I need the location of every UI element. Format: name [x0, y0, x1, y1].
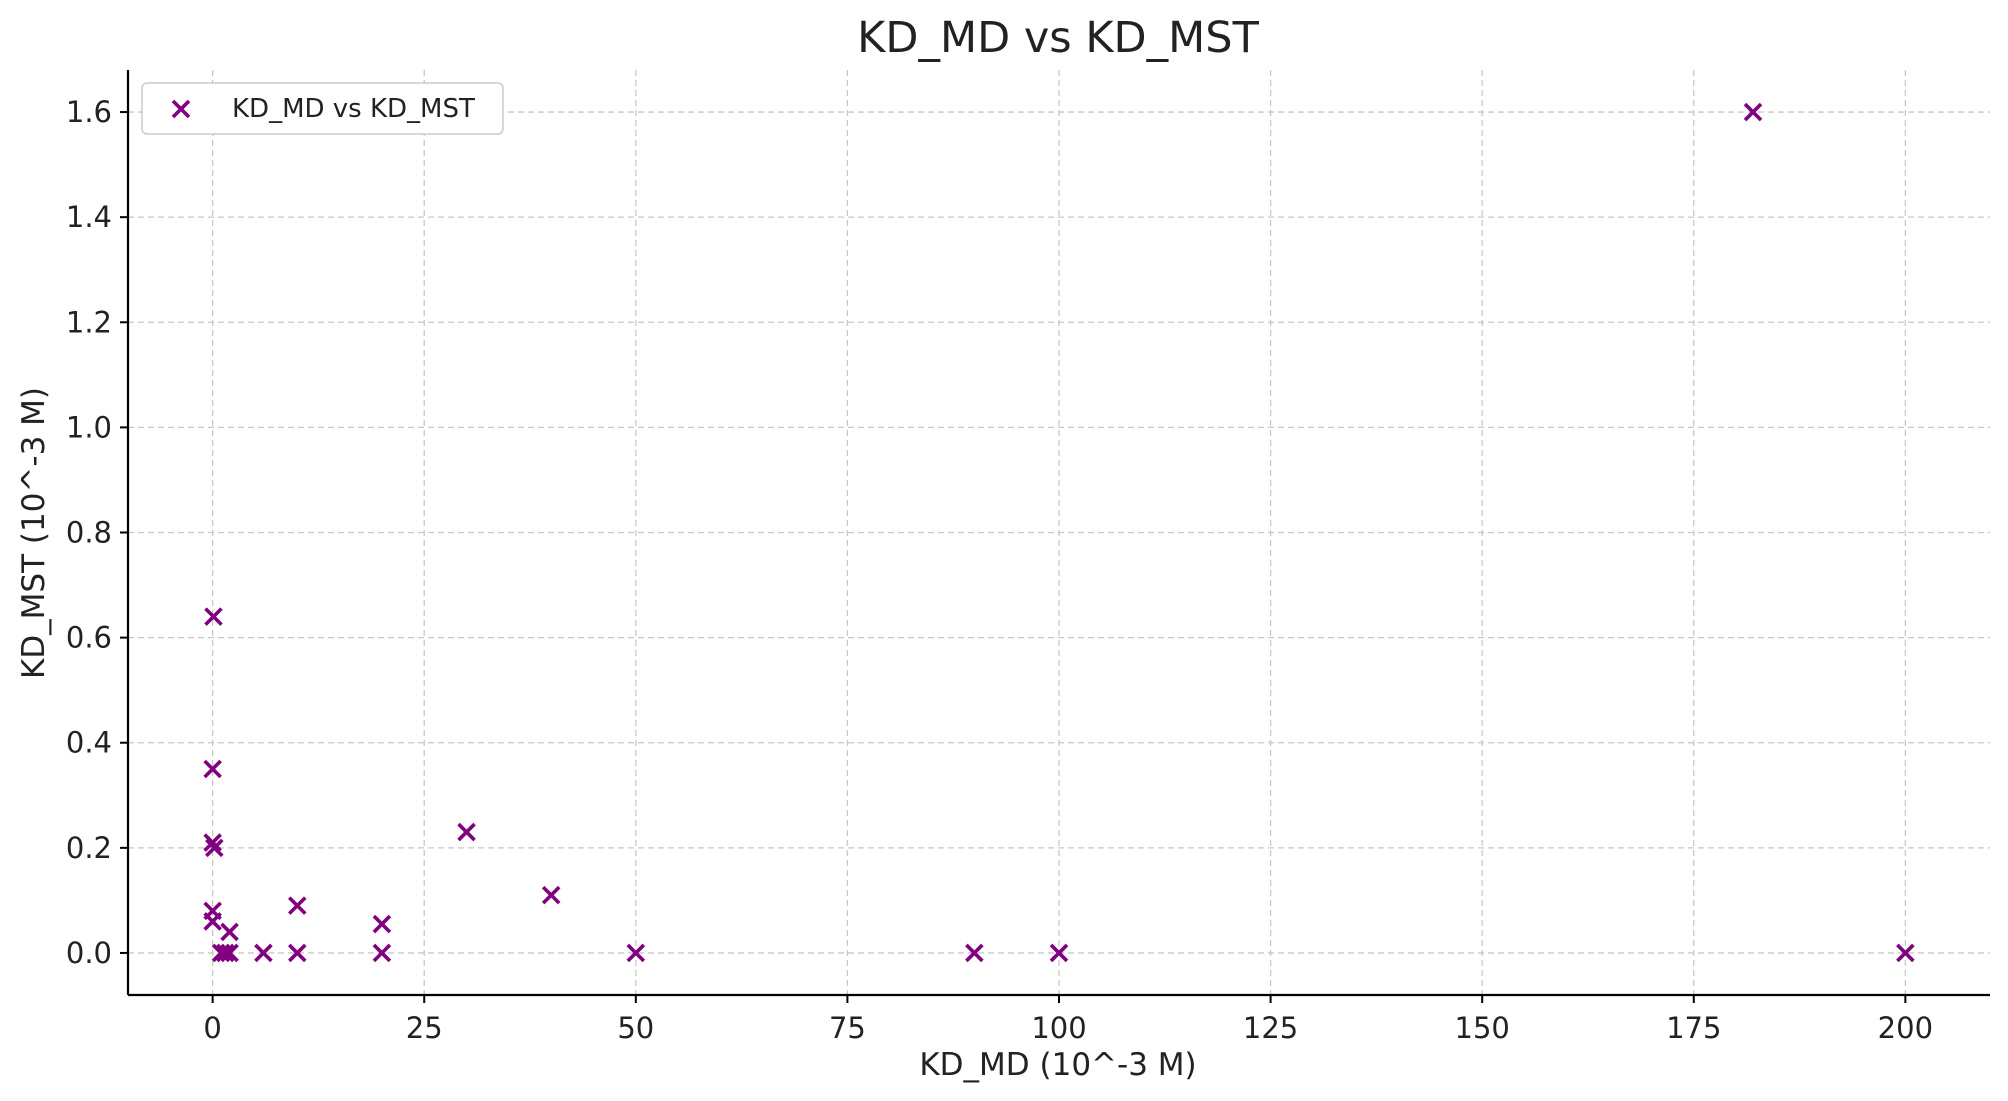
y-tick-label: 1.0	[66, 410, 112, 444]
data-point	[965, 943, 984, 963]
grid-lines	[128, 70, 1990, 995]
data-point	[287, 943, 307, 963]
x-tick-label: 150	[1455, 1011, 1510, 1045]
x-tick-label: 100	[1031, 1011, 1086, 1045]
x-axis-label: KD_MD (10^-3 M)	[919, 1047, 1196, 1083]
x-tick-label: 200	[1878, 1011, 1933, 1045]
data-point	[203, 833, 222, 852]
data-point	[220, 943, 239, 963]
chart-title: KD_MD vs KD_MST	[857, 13, 1259, 63]
y-tick-label: 0.2	[66, 831, 112, 865]
legend-marker-glyph	[171, 99, 191, 119]
legend: KD_MD vs KD_MST	[141, 82, 504, 135]
data-point	[457, 822, 476, 842]
x-tick-label: 175	[1666, 1011, 1721, 1045]
y-tick-label: 1.4	[66, 200, 112, 234]
data-point	[1896, 943, 1915, 963]
legend-label: KD_MD vs KD_MST	[232, 94, 475, 124]
data-point	[216, 943, 235, 963]
data-point	[541, 885, 561, 905]
axis-ticks: 0 25 50 75 100 125 150 175 200 0.0 0.2 0.4 0.6 0.8 1.0…	[66, 95, 1933, 1045]
x-tick-label: 50	[617, 1011, 654, 1045]
legend-box	[141, 82, 504, 135]
legend-marker-x-icon	[171, 99, 191, 119]
data-point	[372, 943, 392, 963]
data-point	[626, 943, 646, 963]
y-tick-label: 0.0	[66, 936, 112, 970]
x-tick-label: 0	[203, 1011, 221, 1045]
data-point	[1049, 943, 1069, 963]
y-tick-label: 1.2	[66, 305, 112, 339]
y-tick-label: 0.8	[66, 516, 112, 550]
x-tick-label: 75	[829, 1011, 866, 1045]
data-point	[1743, 102, 1763, 122]
data-point	[205, 838, 224, 858]
y-tick-label: 0.4	[66, 726, 112, 760]
data-point	[254, 943, 273, 963]
y-tick-label: 0.6	[66, 621, 112, 655]
data-point	[287, 896, 307, 915]
data-point	[204, 607, 223, 626]
data-point	[372, 914, 392, 934]
data-point	[203, 759, 222, 779]
y-tick-label: 1.6	[66, 95, 112, 129]
data-point	[203, 912, 222, 931]
y-axis-label: KD_MST (10^-3 M)	[16, 387, 52, 679]
data-point	[220, 922, 239, 942]
data-points	[203, 102, 1915, 963]
x-tick-label: 125	[1243, 1011, 1298, 1045]
x-tick-label: 25	[406, 1011, 443, 1045]
